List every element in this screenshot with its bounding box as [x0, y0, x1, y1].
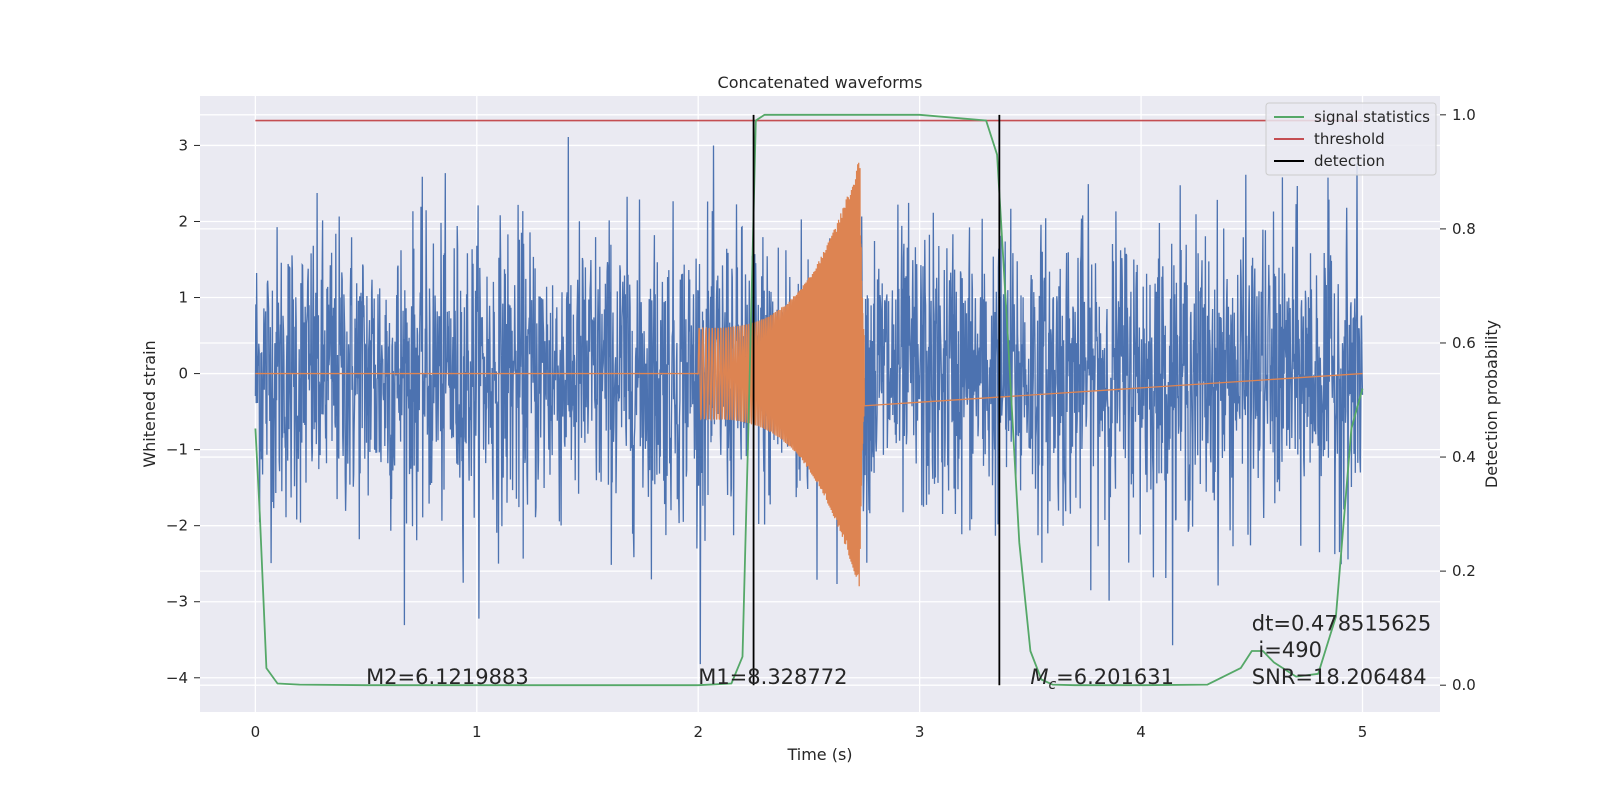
y-axis-label: Whitened strain	[140, 340, 159, 467]
annotation-text: M2=6.1219883	[366, 665, 529, 689]
chart-title: Concatenated waveforms	[718, 73, 923, 92]
overlay-series	[254, 113, 1364, 687]
legend-label: threshold	[1314, 130, 1385, 148]
annotation-text: M1=8.328772	[698, 665, 847, 689]
annotation-text: i=490	[1258, 638, 1322, 662]
legend-label: detection	[1314, 152, 1385, 170]
annotations: M2=6.1219883 M1=8.328772 Mc=6.201631 dt=0.4…	[366, 612, 1431, 693]
chirp-line	[255, 162, 1363, 587]
x-axis-label: Time (s)	[786, 745, 852, 764]
x-tick-label: 1	[472, 723, 482, 741]
annotation-text: SNR=18.206484	[1252, 665, 1427, 689]
x-tick-label: 0	[251, 723, 261, 741]
y-tick-label: −3	[166, 593, 188, 611]
legend-label: signal statistics	[1314, 108, 1430, 126]
legend-box	[1265, 102, 1437, 176]
y-tick-label: −4	[166, 669, 188, 687]
y-tick-label: 1	[178, 289, 188, 307]
x-tick-label: 4	[1136, 723, 1146, 741]
legend: signal statistics threshold detection	[1265, 102, 1437, 176]
y2-tick-label: 0.6	[1452, 334, 1476, 352]
annotation-text: dt=0.478515625	[1252, 612, 1431, 636]
signal-statistics-line	[254, 113, 1364, 687]
axes: 0 1 2 3 4 5 −4 −3 −2 −1 0 1 2 3 0.0 0.2 0.4 0.6 0.8 1.0	[166, 106, 1476, 741]
y2-tick-label: 0.8	[1452, 220, 1476, 238]
y-tick-label: 0	[178, 365, 188, 383]
chirp-series	[255, 162, 1363, 587]
y-tick-label: 3	[178, 136, 188, 154]
y2-tick-label: 0.4	[1452, 448, 1476, 466]
x-tick-label: 2	[693, 723, 703, 741]
y-tick-label: −2	[166, 517, 188, 535]
y-tick-label: −1	[166, 441, 188, 459]
annotation-text: Mc=6.201631	[1030, 665, 1174, 693]
y2-tick-label: 0.0	[1452, 676, 1476, 694]
x-tick-label: 3	[915, 723, 925, 741]
y2-tick-label: 0.2	[1452, 562, 1476, 580]
y-tick-label: 2	[178, 212, 188, 230]
y2-tick-label: 1.0	[1452, 106, 1476, 124]
x-tick-label: 5	[1358, 723, 1368, 741]
y2-axis-label: Detection probability	[1482, 320, 1501, 488]
